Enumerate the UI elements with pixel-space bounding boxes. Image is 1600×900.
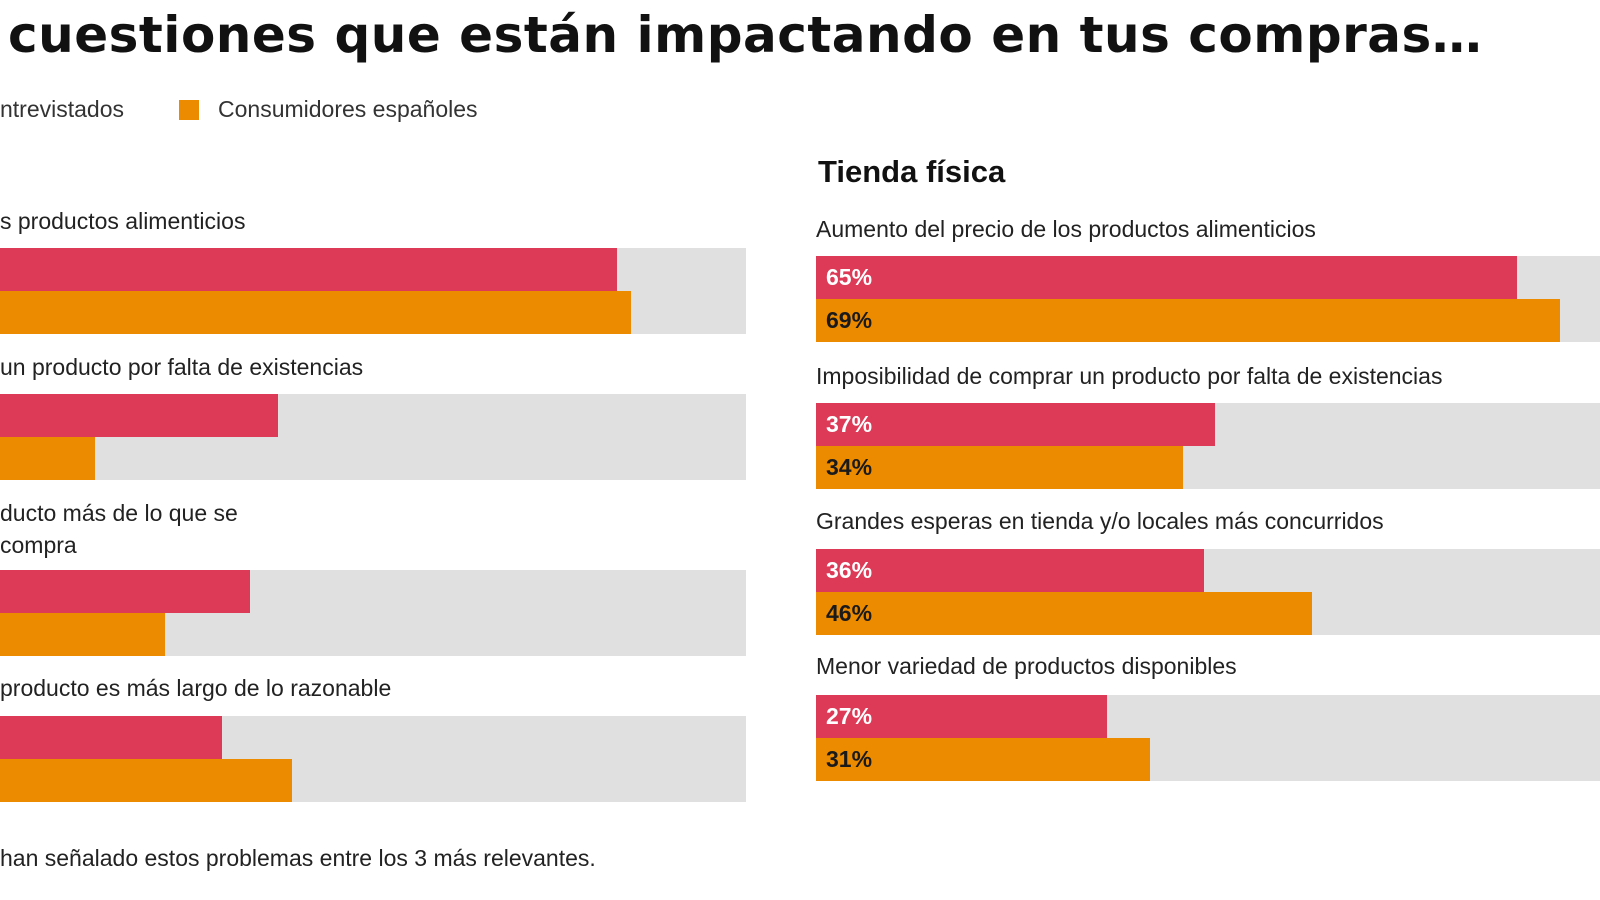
left-bar-global — [0, 716, 222, 759]
left-bar-spain — [0, 437, 95, 480]
right-bar-value-label: 27% — [826, 703, 873, 729]
right-bar-global — [816, 256, 1517, 299]
left-category-label: s productos alimenticios — [0, 208, 246, 234]
right-bar-value-label: 36% — [826, 557, 873, 583]
right-bar-value-label: 65% — [826, 264, 873, 290]
left-category-label: un producto por falta de existencias — [0, 354, 364, 380]
right-bar-spain — [816, 592, 1312, 635]
right-category-label: Aumento del precio de los productos alim… — [816, 216, 1316, 242]
panel-title-tienda-fisica: Tienda física — [818, 154, 1006, 189]
right-bar-spain — [816, 446, 1183, 489]
right-category-label: Menor variedad de productos disponibles — [816, 653, 1237, 679]
right-bar-spain — [816, 299, 1560, 342]
right-category-label: Imposibilidad de comprar un producto por… — [816, 363, 1443, 389]
left-bar-spain — [0, 291, 631, 334]
left-bar-spain — [0, 759, 293, 802]
right-bar-global — [816, 549, 1205, 592]
right-bar-spain — [816, 738, 1151, 781]
right-bar-value-label: 31% — [826, 746, 873, 772]
left-bar-global — [0, 570, 250, 613]
left-category-label: ducto más de lo que se compra — [0, 500, 238, 558]
chart-title: cuestiones que están impactando en tus c… — [8, 6, 1483, 64]
legend-label-global: ntrevistados — [0, 96, 125, 122]
right-bar-value-label: 37% — [826, 411, 873, 437]
right-bar-value-label: 69% — [826, 307, 873, 333]
legend-label-spain: Consumidores españoles — [218, 96, 478, 122]
right-bar-global — [816, 403, 1215, 446]
legend-swatch-spain — [179, 100, 199, 120]
left-category-label: producto es más largo de lo razonable — [0, 675, 392, 701]
left-bar-spain — [0, 613, 166, 656]
left-bar-global — [0, 394, 279, 437]
right-bar-value-label: 34% — [826, 454, 873, 480]
right-bar-value-label: 46% — [826, 600, 873, 626]
footnote: han señalado estos problemas entre los 3… — [0, 845, 596, 871]
right-category-label: Grandes esperas en tienda y/o locales má… — [816, 508, 1384, 534]
right-bar-global — [816, 695, 1108, 738]
left-bar-global — [0, 248, 617, 291]
